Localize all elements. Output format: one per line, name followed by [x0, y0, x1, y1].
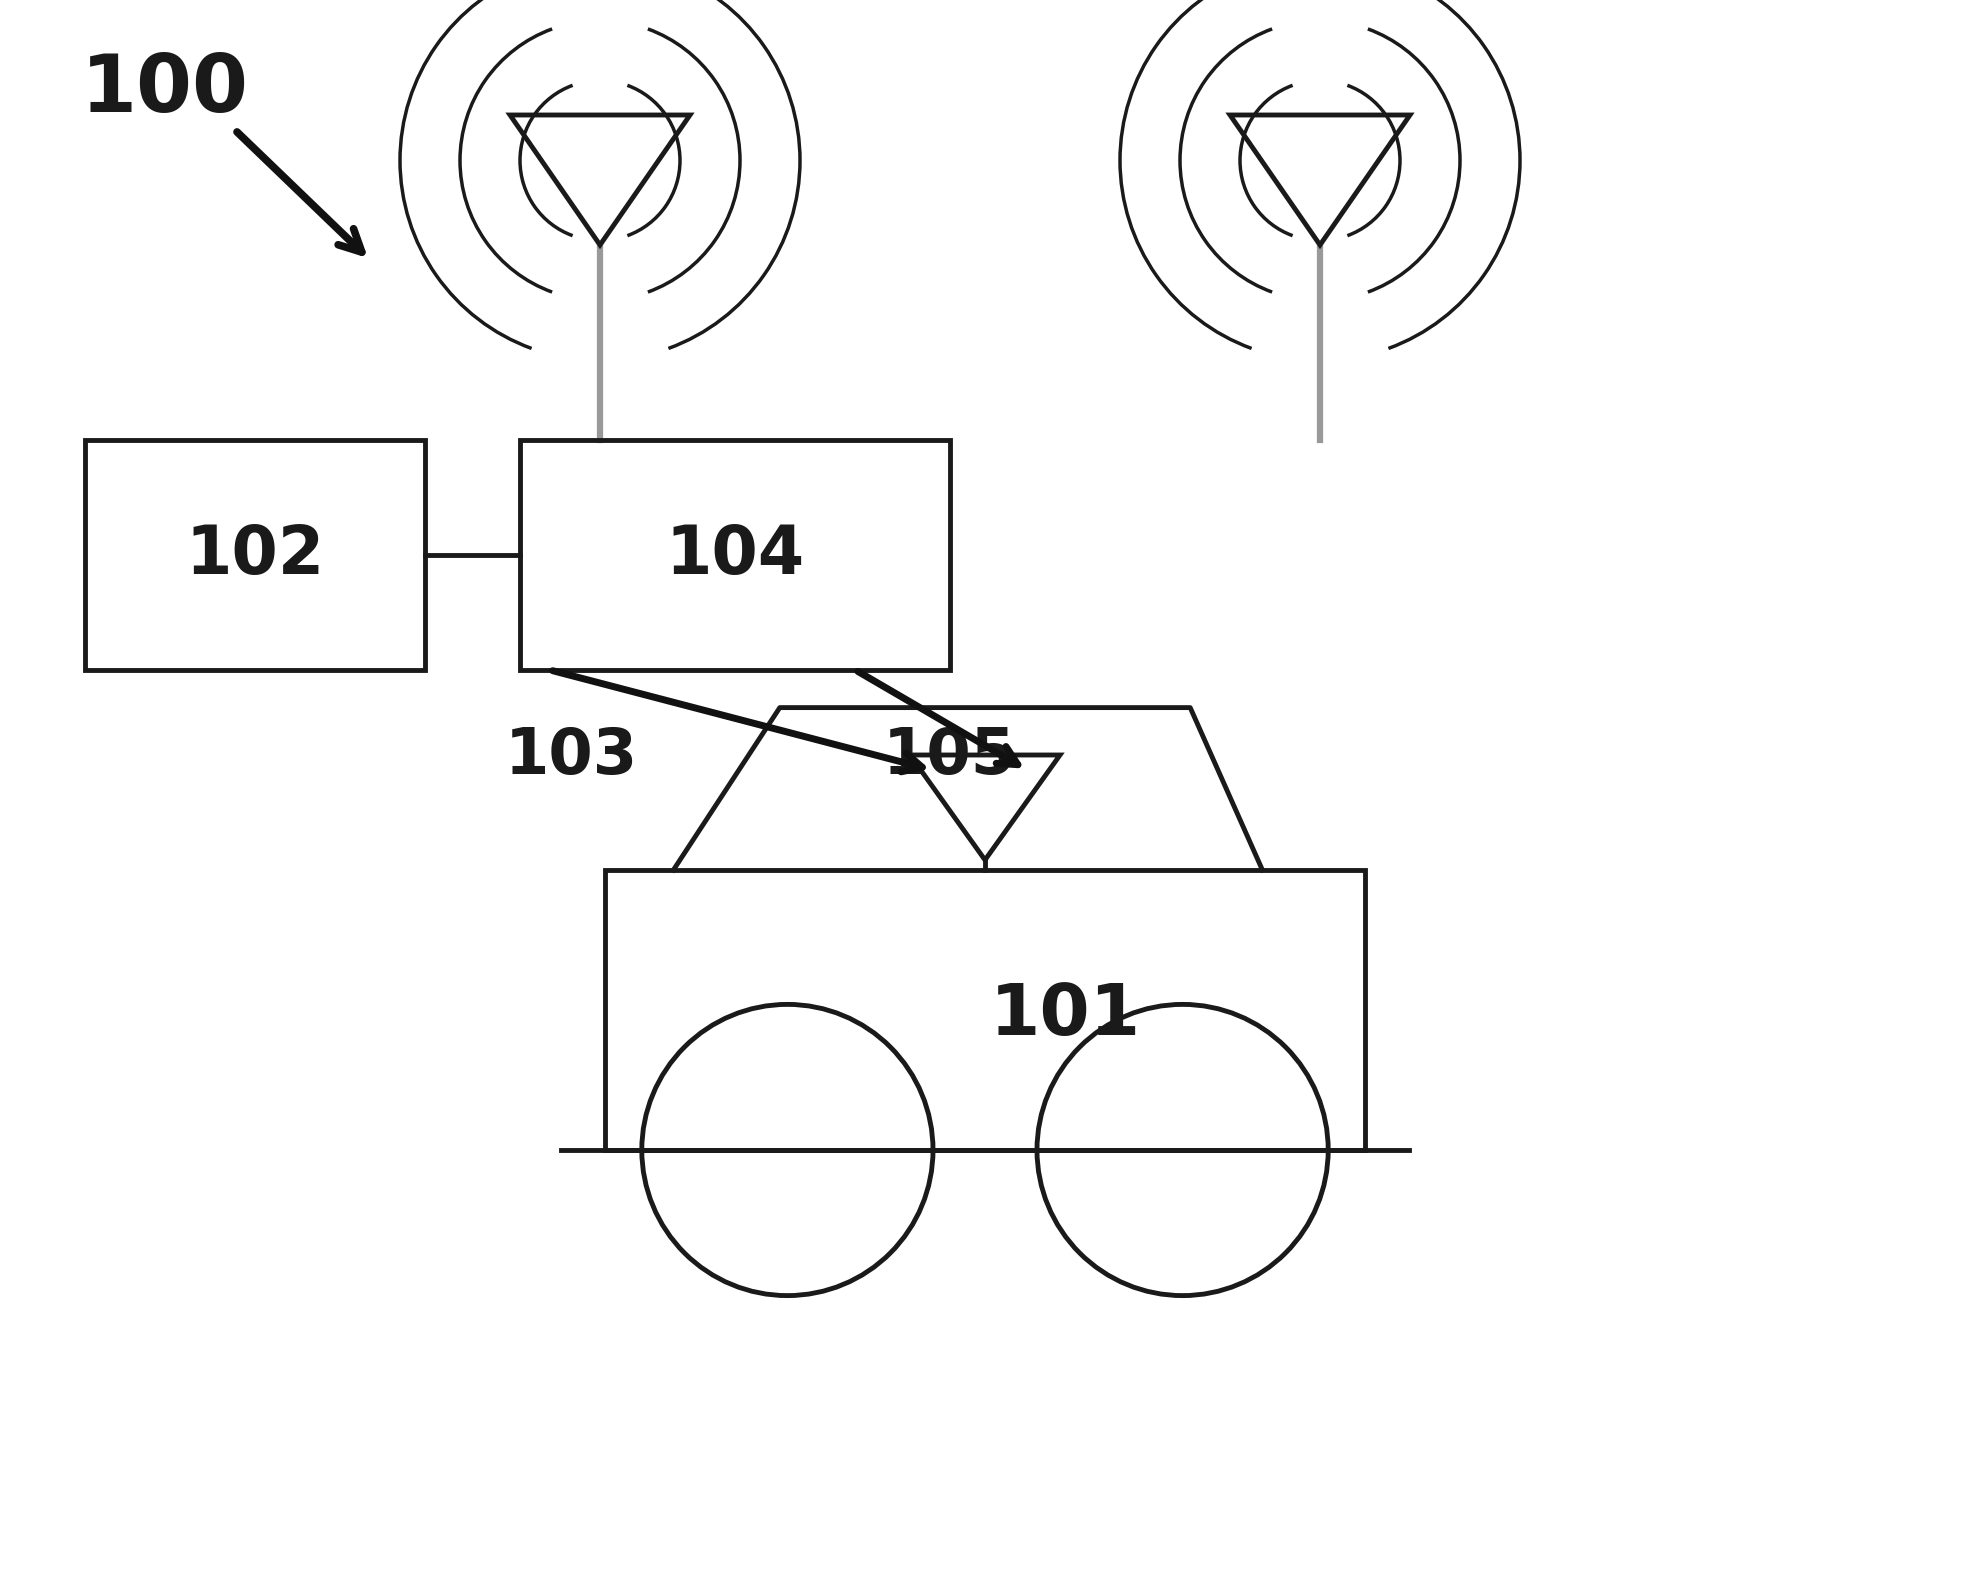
- Bar: [519, 440, 950, 670]
- Text: 102: 102: [186, 522, 324, 588]
- Text: 101: 101: [989, 981, 1142, 1050]
- Text: 100: 100: [81, 50, 249, 129]
- Bar: [85, 440, 425, 670]
- Bar: [604, 869, 1365, 1151]
- Text: 105: 105: [883, 725, 1015, 788]
- Text: 104: 104: [666, 522, 804, 588]
- Text: 103: 103: [506, 725, 638, 788]
